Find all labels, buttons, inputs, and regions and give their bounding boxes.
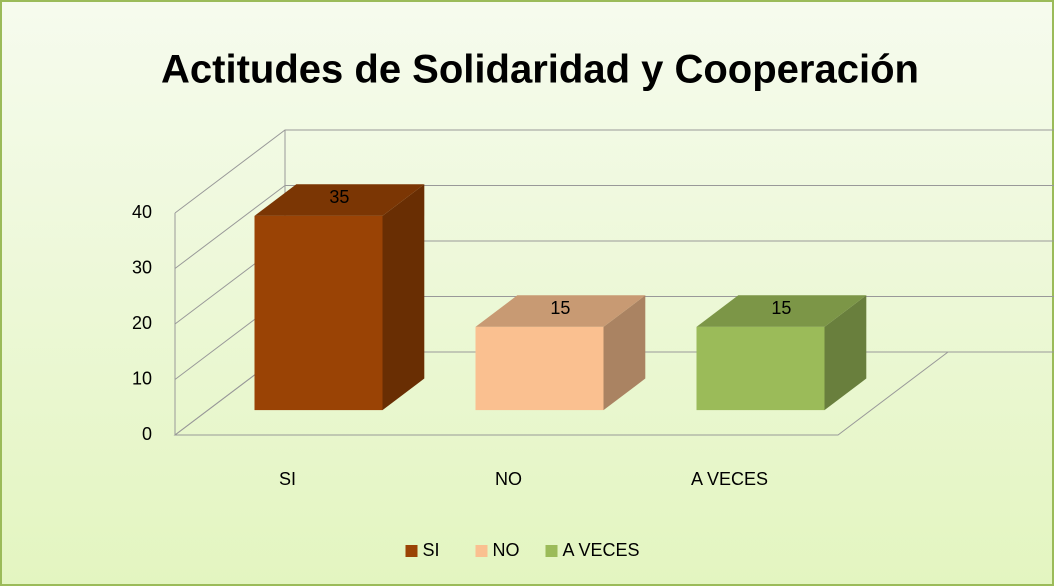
bar-top — [475, 295, 646, 327]
y-tick-label: 40 — [132, 202, 152, 222]
bar — [254, 215, 383, 411]
legend-label: SI — [423, 540, 440, 560]
bar-side — [824, 295, 867, 411]
bar-top — [254, 184, 425, 216]
x-tick-label: SI — [279, 469, 296, 489]
legend-label: A VECES — [563, 540, 640, 560]
bar — [475, 326, 604, 411]
legend-swatch — [545, 545, 558, 557]
data-label: 35 — [329, 187, 349, 207]
y-tick-label: 20 — [132, 313, 152, 333]
data-label: 15 — [771, 298, 791, 318]
x-tick-label: NO — [495, 469, 522, 489]
bar — [696, 326, 825, 411]
chart-title: Actitudes de Solidaridad y Cooperación — [161, 48, 919, 92]
legend-swatch — [475, 545, 488, 557]
x-tick-label: A VECES — [691, 469, 768, 489]
data-label: 15 — [550, 298, 570, 318]
bar-top — [696, 295, 867, 327]
y-tick-label: 0 — [142, 424, 152, 444]
bar-side — [603, 295, 646, 411]
y-tick-label: 30 — [132, 257, 152, 277]
grid-line — [174, 129, 1054, 214]
legend-label: NO — [493, 540, 520, 560]
legend-swatch — [405, 545, 418, 557]
y-tick-label: 10 — [132, 368, 152, 388]
grid-line — [174, 185, 1054, 269]
bar-side — [382, 184, 425, 411]
